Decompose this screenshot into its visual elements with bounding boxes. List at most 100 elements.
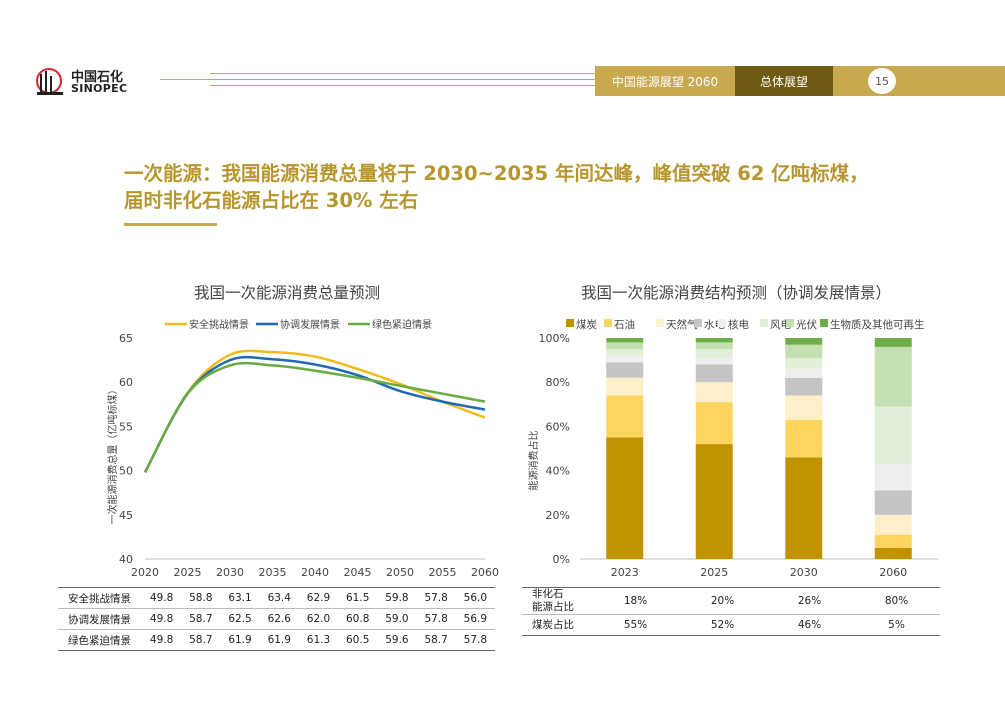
sinopec-logo: 中国石化 SINOPEC [33, 66, 133, 100]
bar-segment [785, 344, 823, 358]
y-tick-label: 45 [119, 509, 133, 522]
bar-segment [606, 377, 644, 396]
table-cell: 57.8 [463, 634, 488, 646]
y-tick-label: 40 [119, 553, 133, 566]
table-cell: 59.0 [385, 613, 409, 625]
table-cell: 18% [623, 595, 648, 607]
report-title-tab: 中国能源展望 2060 [595, 66, 735, 96]
logo-english-name: SINOPEC [71, 82, 128, 95]
legend-swatch [656, 319, 664, 327]
bar-segment [606, 395, 644, 438]
table-row: 煤炭占比 55% 52% 46% 5% [522, 615, 940, 636]
table-cell: 57.8 [424, 592, 448, 604]
bar-segment [785, 368, 823, 378]
legend-item: 光伏 [786, 318, 817, 331]
bar-segment [606, 342, 644, 350]
bar-segment [606, 338, 644, 343]
bar-segment [874, 547, 912, 559]
table-cell: 49.8 [149, 592, 174, 604]
bar-segment [874, 463, 912, 491]
series-line [143, 361, 486, 473]
headline-line-1: 一次能源：我国能源消费总量将于 2030~2035 年间达峰，峰值突破 62 亿… [124, 162, 869, 185]
y-axis-label: 一次能源消费总量（亿吨标煤） [106, 385, 119, 525]
table-cell: 56.9 [463, 613, 488, 625]
legend-item: 煤炭 [566, 318, 597, 331]
legend-label: 核电 [728, 318, 749, 331]
row-label-line: 煤炭占比 [532, 618, 574, 631]
legend-item: 石油 [604, 318, 635, 331]
bar-segment [874, 338, 912, 347]
x-tick-label: 2040 [301, 566, 329, 579]
table-cell: 56.0 [463, 592, 488, 604]
series-line [143, 355, 486, 473]
table-cell: 26% [797, 595, 822, 607]
bar-segment [874, 514, 912, 535]
bar-segment [874, 346, 912, 407]
table-cell: 57.8 [424, 613, 448, 625]
bar-segment [874, 490, 912, 515]
total-consumption-table: 安全挑战情景 49.8 58.8 63.1 63.4 62.9 61.5 59.8 57.8 56… [58, 587, 495, 651]
bar-segment [785, 357, 823, 369]
structure-table: 非化石 能源占比 18% 20% 26% 80% 煤炭占比 55% 52% 46% 5% [522, 587, 940, 636]
y-tick-label: 100% [539, 332, 570, 345]
bar-segment [785, 377, 823, 396]
line-chart: 40 45 50 55 60 65 2020 2025 2030 2035 2040 2045 2050… [106, 318, 499, 579]
table-cell: 59.8 [385, 592, 409, 604]
legend-label: 生物质及其他可再生 [830, 318, 925, 331]
table-cell: 61.3 [306, 634, 331, 646]
bar-chart-title: 我国一次能源消费结构预测（协调发展情景） [581, 284, 892, 302]
legend-swatch [718, 319, 726, 327]
legend-label: 安全挑战情景 [189, 318, 249, 331]
stacked-bar-chart: 0% 20% 40% 60% 80% 100% 能源消费占比 2023 2025 2030 2060… [527, 318, 938, 579]
y-tick-label: 60% [546, 420, 570, 433]
x-tick-label: 2030 [790, 566, 818, 579]
legend-label: 煤炭 [576, 318, 597, 331]
table-cell: 62.9 [306, 592, 331, 604]
legend-swatch [760, 319, 768, 327]
y-tick-label: 55 [119, 420, 133, 433]
table-cell: 46% [797, 619, 822, 631]
line-chart-title: 我国一次能源消费总量预测 [194, 284, 381, 302]
table-cell: 52% [710, 619, 735, 631]
legend-item: 协调发展情景 [256, 318, 340, 331]
legend-item: 核电 [718, 318, 749, 331]
table-cell: 58.7 [189, 613, 213, 625]
table-cell: 63.1 [228, 592, 252, 604]
y-tick-label: 80% [546, 376, 570, 389]
bar-segment [695, 364, 733, 383]
legend-item: 天然气 [656, 318, 698, 331]
bar-segment [695, 382, 733, 403]
bar-segment [785, 395, 823, 420]
table-cell: 58.8 [189, 592, 213, 604]
y-tick-label: 20% [546, 509, 570, 522]
legend-swatch [694, 319, 702, 327]
header-rule [210, 85, 595, 86]
x-tick-label: 2060 [879, 566, 907, 579]
legend-item: 安全挑战情景 [165, 318, 249, 331]
row-label: 非化石 能源占比 [522, 588, 592, 615]
header-rule [160, 79, 595, 80]
x-tick-label: 2025 [174, 566, 202, 579]
legend-swatch [786, 319, 794, 327]
table-cell: 5% [888, 619, 905, 631]
table-cell: 58.7 [424, 634, 448, 646]
table-cell: 55% [623, 619, 648, 631]
bar-segment [785, 457, 823, 559]
x-tick-label: 2030 [216, 566, 244, 579]
table-cell: 49.8 [149, 613, 174, 625]
page-number: 15 [868, 68, 896, 94]
x-tick-label: 2020 [131, 566, 159, 579]
bar-segment [695, 357, 733, 365]
x-tick-label: 2025 [700, 566, 728, 579]
legend-label: 绿色紧迫情景 [372, 318, 432, 331]
legend-label: 协调发展情景 [280, 318, 340, 331]
table-cell: 61.9 [267, 634, 291, 646]
table-cell: 62.6 [267, 613, 291, 625]
row-label: 协调发展情景 [68, 613, 131, 626]
table-row: 绿色紧迫情景 49.8 58.7 61.9 61.9 61.3 60.5 59.6 58.7 57… [58, 630, 495, 651]
row-label: 绿色紧迫情景 [68, 634, 131, 647]
sinopec-emblem-icon [36, 68, 63, 95]
bar-segment [606, 362, 644, 378]
bar-segment [695, 338, 733, 343]
table-cell: 60.5 [346, 634, 370, 646]
